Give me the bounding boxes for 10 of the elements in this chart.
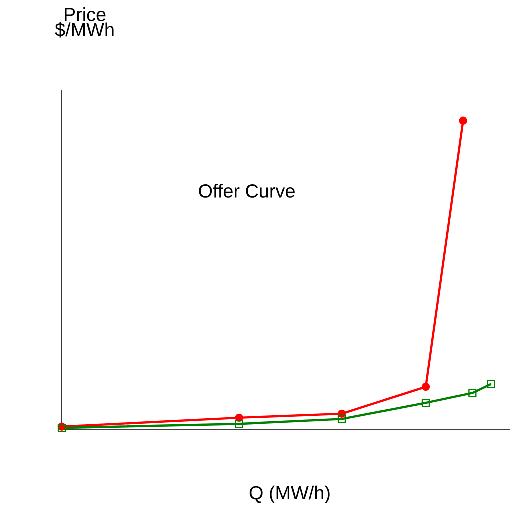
annotation: Offer Curve <box>199 184 295 198</box>
point <box>422 382 430 392</box>
point <box>468 389 477 398</box>
point <box>487 380 496 388</box>
point <box>235 420 244 428</box>
point <box>459 116 468 125</box>
y-axis-title: Price $/MWh <box>55 8 114 38</box>
point <box>338 415 346 424</box>
point <box>422 399 430 408</box>
x-axis-title: Q (MW/h) <box>250 486 330 504</box>
